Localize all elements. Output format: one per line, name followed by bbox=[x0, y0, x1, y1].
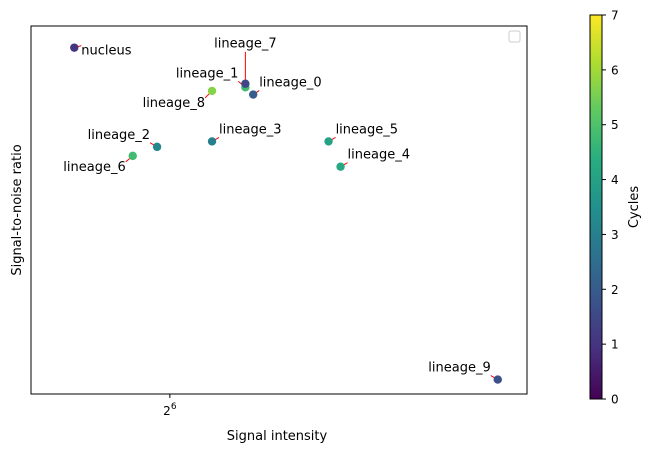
y-axis: Signal-to-noise ratio bbox=[10, 144, 25, 275]
data-point-lineage_4 bbox=[336, 162, 345, 171]
point-label-lineage_7: lineage_7 bbox=[214, 37, 276, 52]
data-point-nucleus bbox=[70, 43, 79, 52]
colorbar-ticks: 0 1 2 3 4 5 6 7 bbox=[602, 9, 619, 407]
data-points bbox=[70, 43, 502, 384]
colorbar-tick-label: 6 bbox=[611, 63, 619, 77]
point-label-lineage_6: lineage_6 bbox=[63, 160, 125, 175]
data-point-lineage_8 bbox=[207, 86, 217, 96]
y-axis-label: Signal-to-noise ratio bbox=[10, 144, 25, 275]
colorbar-tick-label: 4 bbox=[611, 173, 619, 187]
colorbar-tick-label: 5 bbox=[611, 118, 619, 132]
x-axis-label: Signal intensity bbox=[227, 429, 328, 444]
data-point-lineage_9 bbox=[493, 375, 502, 384]
data-point-lineage_7 bbox=[241, 79, 250, 88]
point-label-lineage_5: lineage_5 bbox=[336, 122, 398, 137]
legend-box bbox=[508, 30, 521, 43]
plot-area bbox=[30, 25, 528, 395]
data-point-lineage_2 bbox=[152, 142, 162, 152]
point-label-lineage_3: lineage_3 bbox=[219, 122, 281, 137]
colorbar: 0 1 2 3 4 5 6 7 Cycles bbox=[589, 9, 642, 407]
point-label-lineage_2: lineage_2 bbox=[88, 128, 150, 143]
x-ticks: 26 bbox=[163, 394, 177, 418]
data-point-lineage_5 bbox=[324, 137, 333, 146]
x-axis: 26 Signal intensity bbox=[163, 394, 328, 444]
colorbar-tick-label: 0 bbox=[611, 393, 619, 407]
data-point-lineage_6 bbox=[128, 151, 137, 161]
data-point-lineage_0 bbox=[248, 90, 258, 99]
colorbar-tick-label: 7 bbox=[611, 9, 619, 23]
legend bbox=[508, 30, 521, 43]
point-label-lineage_8: lineage_8 bbox=[143, 96, 205, 111]
colorbar-tick-label: 3 bbox=[611, 228, 619, 242]
colorbar-tick-label: 1 bbox=[611, 338, 619, 352]
point-label-lineage_9: lineage_9 bbox=[428, 361, 490, 376]
colorbar-label: Cycles bbox=[627, 186, 642, 229]
x-tick-label: 26 bbox=[163, 402, 177, 418]
data-point-lineage_3 bbox=[207, 137, 217, 146]
point-label-nucleus: nucleus bbox=[81, 44, 131, 59]
point-label-lineage_4: lineage_4 bbox=[348, 148, 410, 163]
axes-frame bbox=[30, 25, 528, 395]
colorbar-gradient bbox=[589, 14, 603, 400]
point-label-lineage_0: lineage_0 bbox=[259, 76, 321, 91]
point-labels: nucleus lineage_0 lineage_1 lineage_7lineag… bbox=[63, 37, 490, 376]
colorbar-tick-label: 2 bbox=[611, 283, 619, 297]
point-label-lineage_1: lineage_1 bbox=[176, 66, 238, 81]
